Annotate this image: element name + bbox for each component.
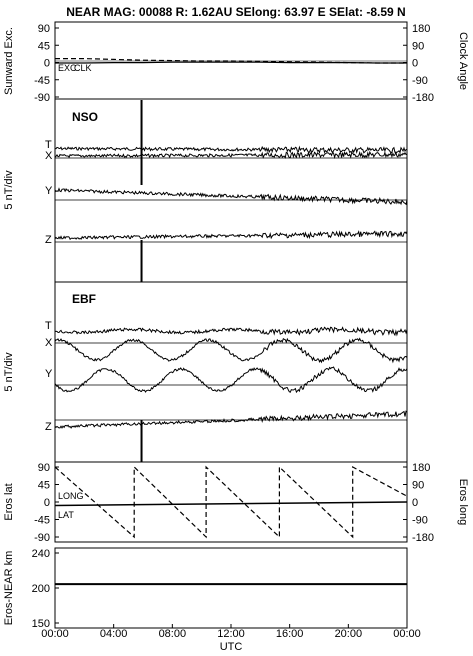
top-right-tick-4: -180 [412, 92, 434, 104]
eros-long-axis-label: Eros long [457, 479, 469, 525]
range-tick-0: 240 [32, 548, 50, 560]
range-tick-1: 200 [32, 583, 50, 595]
sunward-exc-axis-label: Sunward Exc. [3, 27, 15, 95]
eros-right-tick-4: -180 [412, 532, 434, 544]
eros-right-tick-3: -90 [412, 515, 428, 527]
clk-label: CLK [74, 63, 92, 73]
ebf-y-trace [54, 366, 408, 394]
range-axis-label: Eros-NEAR km [3, 551, 15, 626]
eros-lat-axis-label: Eros lat [3, 483, 15, 520]
ebf-z-trace [54, 410, 408, 429]
top-left-tick-4: -90 [34, 92, 50, 104]
eros-left-tick-1: 45 [38, 480, 50, 492]
top-right-tick-1: 90 [412, 40, 424, 52]
ebf-x-trace [54, 337, 408, 364]
x-tick-1: 04:00 [100, 628, 128, 640]
eros-left-tick-0: 90 [38, 462, 50, 474]
long-label: LONG [58, 491, 84, 501]
ebf-x-label: X [45, 337, 53, 349]
x-tick-2: 08:00 [159, 628, 187, 640]
ebf-panel: EBF T X Y Z 5 nT/div [3, 292, 408, 462]
series-lat [54, 501, 408, 507]
ebf-y-label: Y [45, 368, 53, 380]
panel-frame-range [54, 547, 408, 629]
eros-right-tick-2: 0 [412, 497, 418, 509]
x-tick-6: 00:00 [393, 628, 421, 640]
top-left-tick-0: 90 [38, 23, 50, 35]
top-left-tick-3: -45 [34, 75, 50, 87]
nso-panel-title: NSO [72, 110, 98, 124]
nso-scale-label: 5 nT/div [3, 170, 15, 210]
ebf-panel-title: EBF [72, 292, 96, 306]
eros-left-tick-4: -90 [34, 532, 50, 544]
x-tick-0: 00:00 [41, 628, 69, 640]
x-axis: 00:00 04:00 08:00 12:00 16:00 20:00 00:00 [41, 624, 421, 640]
x-tick-4: 16:00 [276, 628, 304, 640]
clock-angle-axis-label: Clock Angle [457, 32, 469, 90]
plot-title: NEAR MAG: 00088 R: 1.62AU SElong: 63.97 … [66, 5, 405, 19]
eros-right-tick-1: 90 [412, 480, 424, 492]
nso-z-trace [54, 230, 408, 241]
ebf-scale-label: 5 nT/div [3, 352, 15, 392]
nso-y-label: Y [45, 185, 53, 197]
top-right-tick-0: 180 [412, 23, 430, 35]
ebf-z-label: Z [45, 421, 52, 433]
eros-left-tick-3: -45 [34, 515, 50, 527]
series-long [54, 465, 408, 539]
top-left-tick-1: 45 [38, 40, 50, 52]
ebf-t-label: T [45, 320, 52, 332]
top-panel: 90 45 0 -45 -90 180 90 0 -90 -180 EXC CLK Sunwar… [3, 23, 469, 104]
eros-right-tick-0: 180 [412, 462, 430, 474]
x-axis-label: UTC [220, 641, 243, 653]
lat-label: LAT [58, 510, 74, 520]
series-exc [55, 57, 407, 64]
nso-y-trace [54, 187, 408, 206]
ebf-t-trace [54, 326, 408, 337]
nso-t-trace [54, 145, 408, 155]
nso-x-label: X [45, 150, 53, 162]
nso-panel: NSO T X Y Z 5 nT/div [3, 100, 408, 282]
nso-t-label: T [45, 139, 52, 151]
x-tick-3: 12:00 [217, 628, 245, 640]
x-tick-5: 20:00 [335, 628, 363, 640]
top-right-tick-2: 0 [412, 58, 418, 70]
nso-x-trace [54, 150, 408, 160]
panel-frame-ebf [54, 281, 408, 463]
range-tick-2: 150 [32, 618, 50, 630]
top-left-tick-2: 0 [44, 58, 50, 70]
nso-z-label: Z [45, 234, 52, 246]
eros-left-tick-2: 0 [44, 497, 50, 509]
exc-label: EXC [58, 63, 77, 73]
series-clk [55, 61, 407, 64]
eros-panel: 90 45 0 -45 -90 180 90 0 -90 -180 LONG LAT Eros … [3, 462, 469, 544]
top-right-tick-3: -90 [412, 75, 428, 87]
range-panel: 240 200 150 Eros-NEAR km [3, 548, 407, 630]
